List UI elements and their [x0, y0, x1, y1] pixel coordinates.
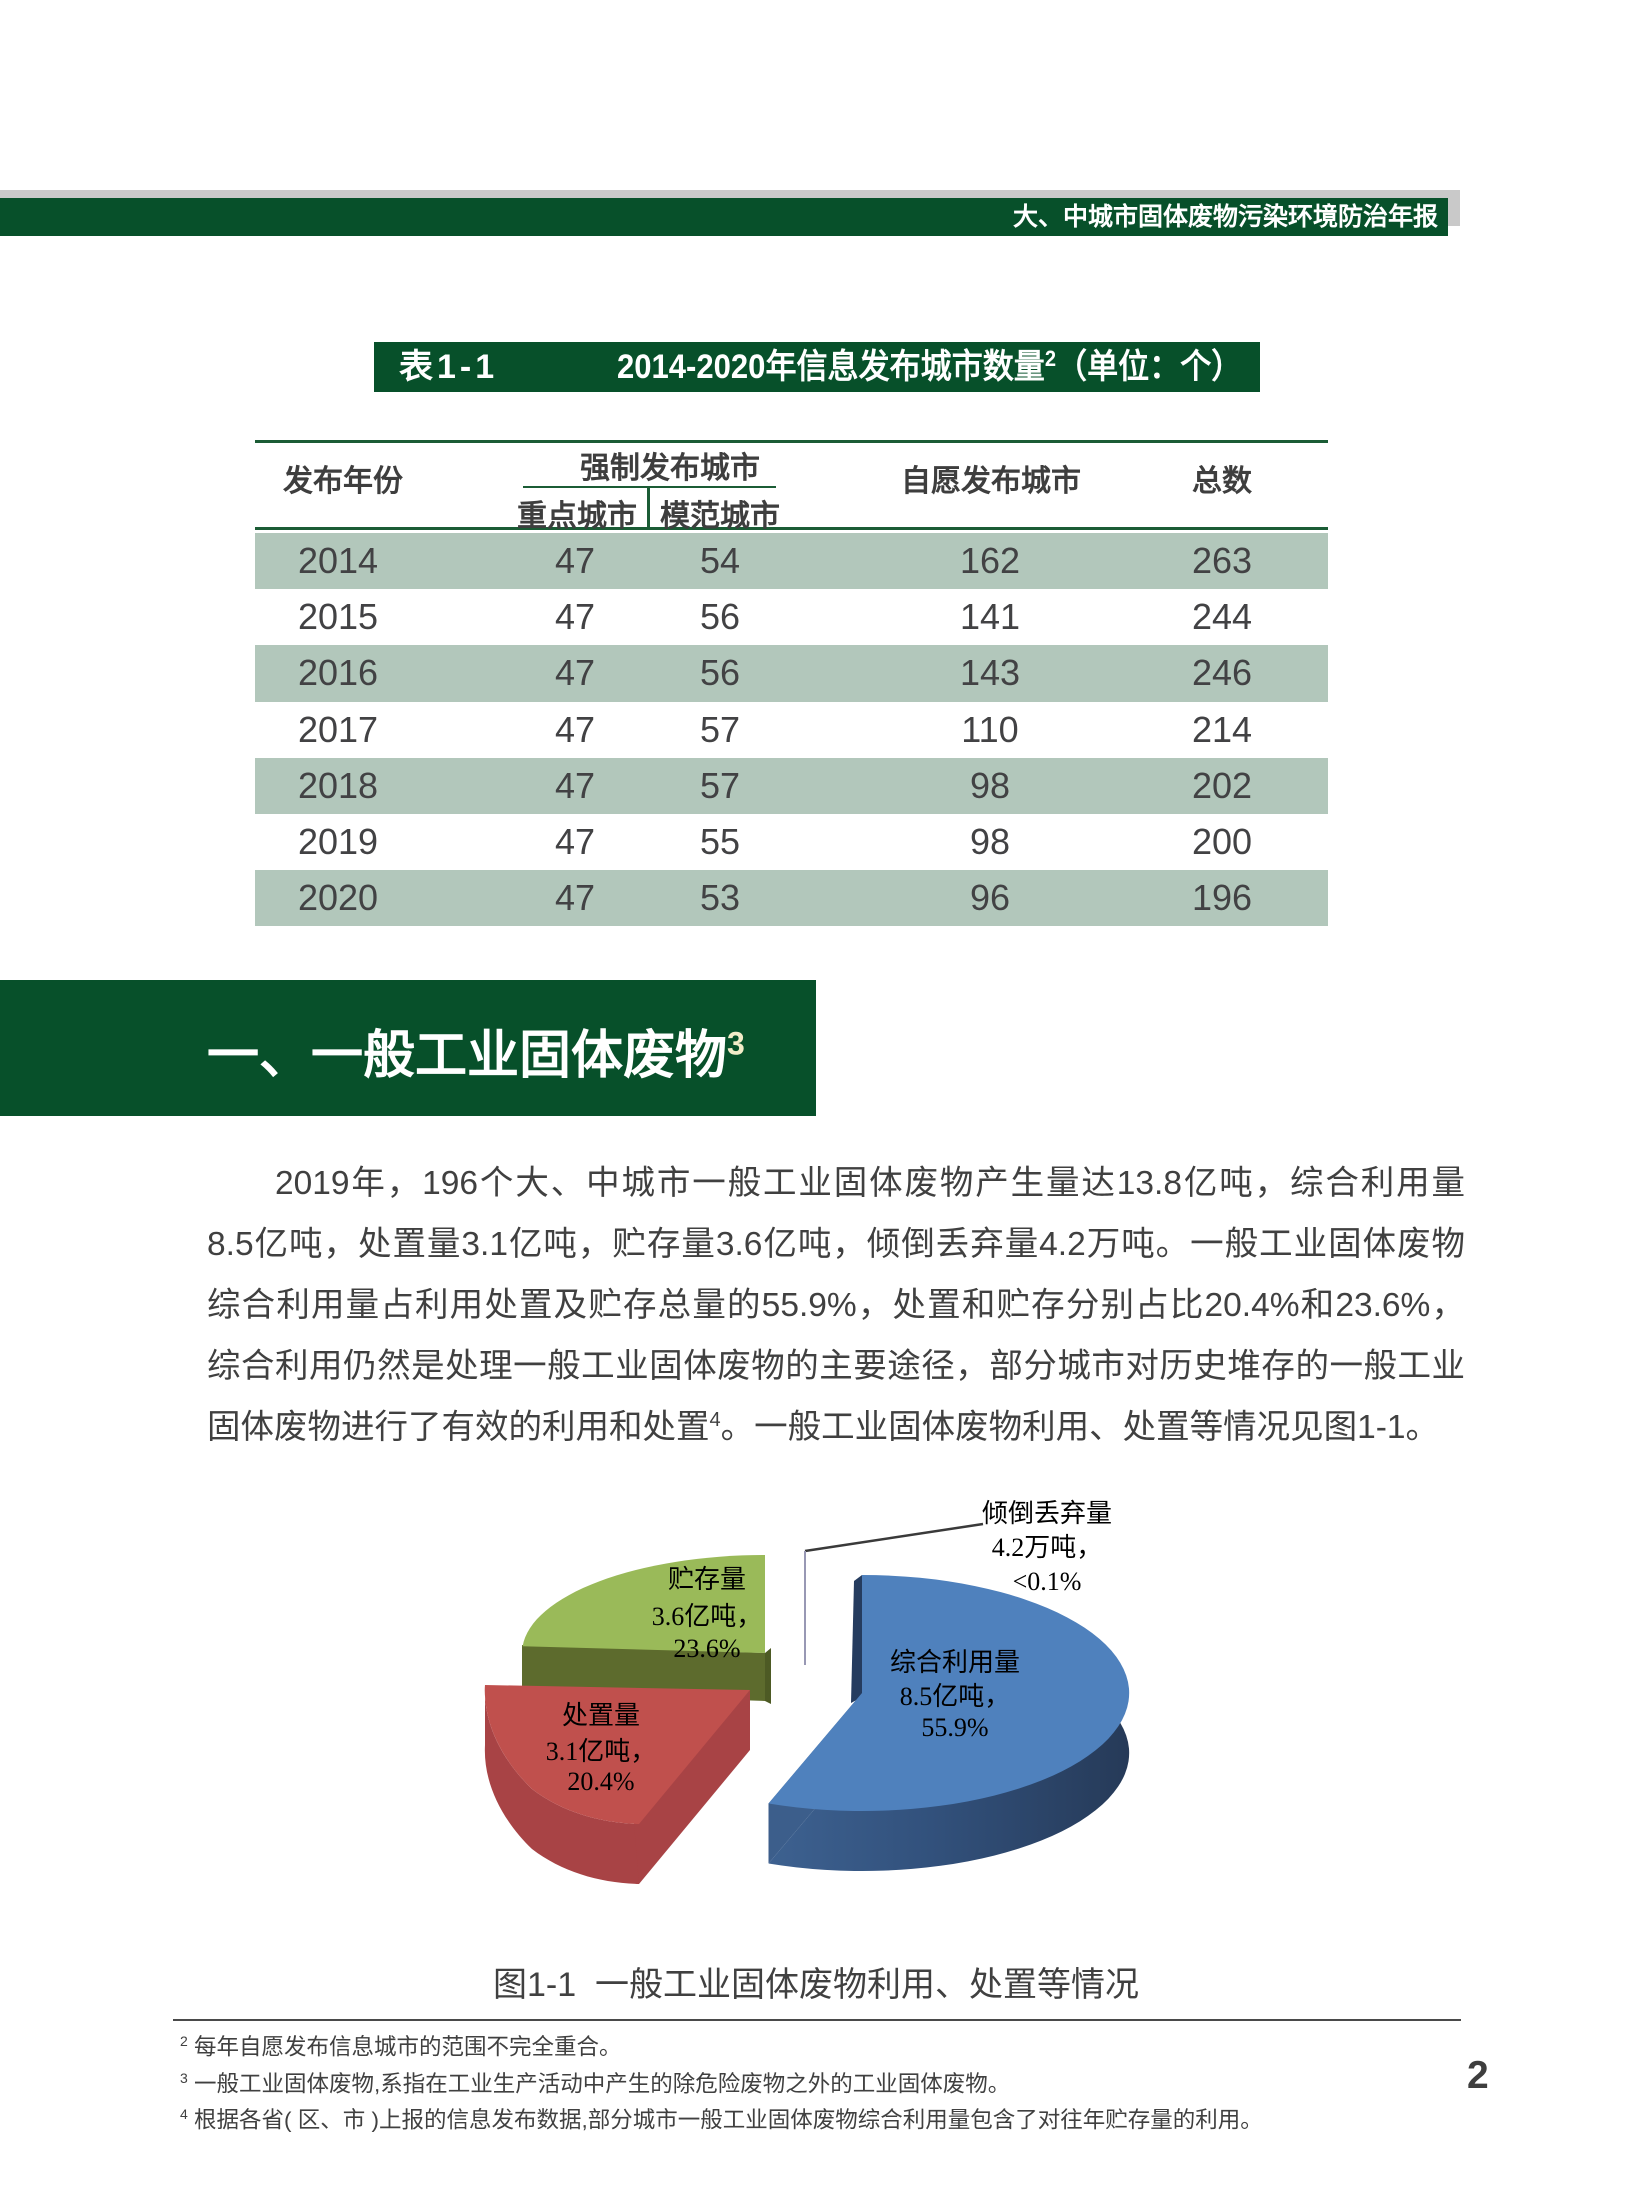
svg-text:20.4%: 20.4%	[567, 1767, 634, 1796]
svg-text:处置量: 处置量	[562, 1701, 640, 1730]
svg-text:贮存量: 贮存量	[668, 1565, 746, 1594]
svg-text:55.9%: 55.9%	[921, 1713, 988, 1742]
svg-text:综合利用量: 综合利用量	[890, 1648, 1020, 1677]
svg-text:8.5亿吨，: 8.5亿吨，	[900, 1682, 1011, 1711]
svg-text:3.6亿吨，: 3.6亿吨，	[652, 1602, 763, 1631]
svg-text:23.6%: 23.6%	[673, 1634, 740, 1663]
svg-text:倾倒丢弃量: 倾倒丢弃量	[982, 1499, 1112, 1528]
svg-text:4.2万吨，: 4.2万吨，	[992, 1533, 1103, 1562]
svg-text:<0.1%: <0.1%	[1013, 1567, 1082, 1596]
svg-text:3.1亿吨，: 3.1亿吨，	[546, 1737, 657, 1766]
